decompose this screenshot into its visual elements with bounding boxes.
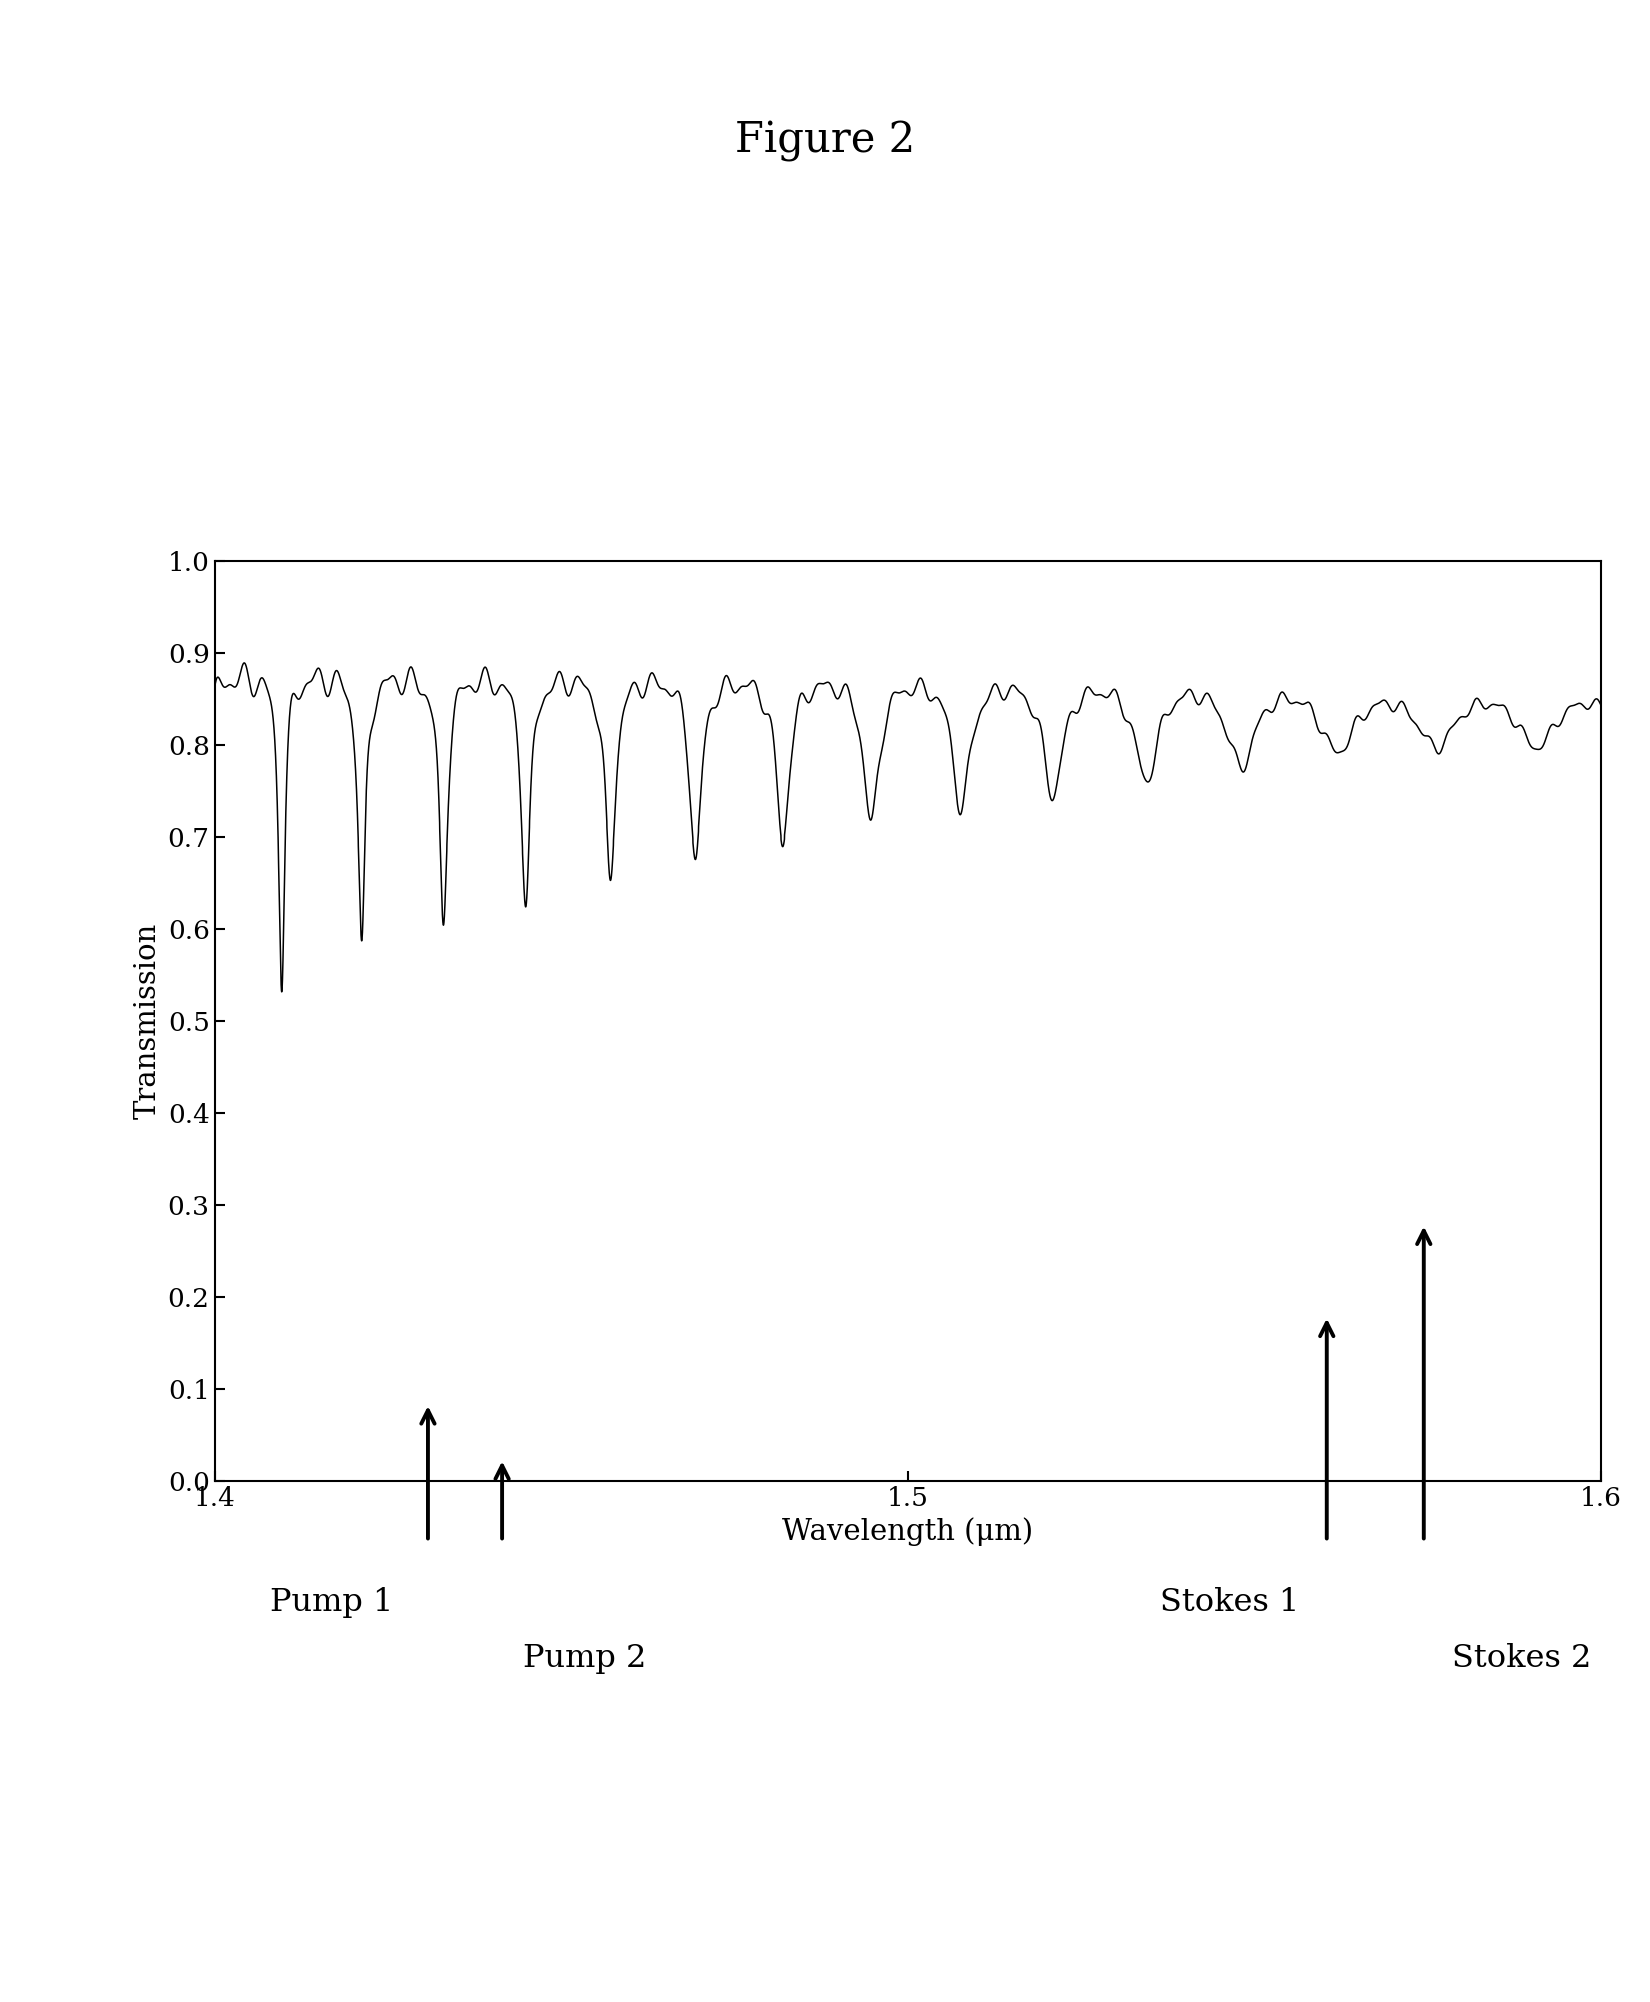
Text: Pump 2: Pump 2 xyxy=(523,1642,647,1674)
Y-axis label: Transmission: Transmission xyxy=(134,923,162,1119)
Text: Figure 2: Figure 2 xyxy=(734,120,916,162)
Text: Stokes 1: Stokes 1 xyxy=(1160,1588,1299,1618)
X-axis label: Wavelength (μm): Wavelength (μm) xyxy=(782,1518,1033,1546)
Text: Stokes 2: Stokes 2 xyxy=(1452,1642,1591,1674)
Text: Pump 1: Pump 1 xyxy=(271,1588,393,1618)
